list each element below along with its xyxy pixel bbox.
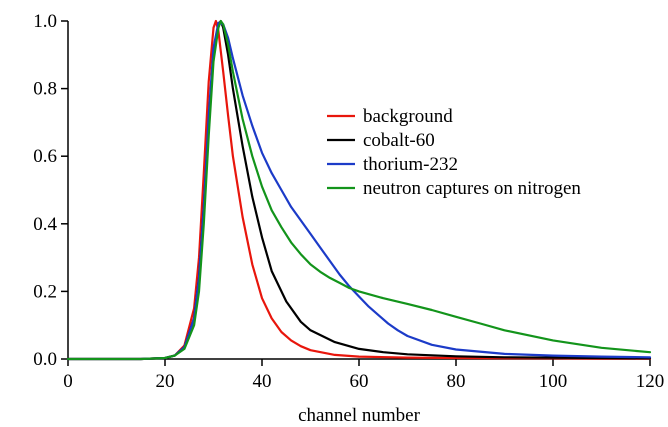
series-layer <box>66 19 652 361</box>
x-tick-label: 60 <box>350 371 369 392</box>
y-tick-label: 0.8 <box>33 79 57 100</box>
x-tick-label: 120 <box>636 371 665 392</box>
y-tick-label: 0.4 <box>33 214 57 235</box>
legend-label: neutron captures on nitrogen <box>363 178 581 199</box>
legend: background cobalt-60 thorium-232 neutron ca… <box>327 106 581 199</box>
x-tick-label: 20 <box>156 371 175 392</box>
x-ticks: 0 20 40 60 80 100 120 <box>63 359 664 392</box>
y-tick-label: 0.6 <box>33 146 57 167</box>
legend-label: thorium-232 <box>363 154 458 175</box>
x-tick-label: 0 <box>63 371 73 392</box>
series-line-background <box>66 19 652 361</box>
x-axis-label: channel number <box>298 405 421 426</box>
y-tick-label: 1.0 <box>33 11 57 32</box>
y-ticks: 0.0 0.2 0.4 0.6 0.8 1.0 <box>33 11 68 370</box>
series-line-neutron-captures-on-nitrogen <box>66 19 652 361</box>
x-tick-label: 80 <box>447 371 466 392</box>
legend-label: cobalt-60 <box>363 130 435 151</box>
x-tick-label: 100 <box>539 371 568 392</box>
x-tick-label: 40 <box>253 371 272 392</box>
legend-label: background <box>363 106 453 127</box>
y-tick-label: 0.0 <box>33 349 57 370</box>
y-tick-label: 0.2 <box>33 281 57 302</box>
